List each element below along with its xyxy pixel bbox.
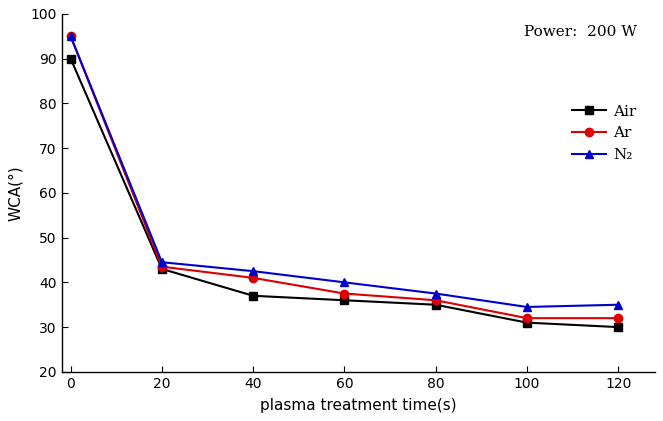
Air xyxy=(432,302,440,307)
Air xyxy=(158,266,166,272)
Line: Air: Air xyxy=(66,54,623,331)
Line: N₂: N₂ xyxy=(66,32,623,311)
Air xyxy=(67,56,75,61)
N₂ xyxy=(158,260,166,265)
Ar xyxy=(523,316,531,321)
Text: Power:  200 W: Power: 200 W xyxy=(524,24,637,39)
Air xyxy=(523,320,531,325)
Line: Ar: Ar xyxy=(66,32,623,322)
Ar xyxy=(614,316,622,321)
Legend: Air, Ar, N₂: Air, Ar, N₂ xyxy=(568,100,641,167)
Ar xyxy=(340,291,348,296)
X-axis label: plasma treatment time(s): plasma treatment time(s) xyxy=(260,398,456,413)
N₂ xyxy=(249,269,257,274)
N₂ xyxy=(523,304,531,309)
N₂ xyxy=(432,291,440,296)
Y-axis label: WCA(°): WCA(°) xyxy=(9,165,23,221)
Air xyxy=(340,298,348,303)
Ar xyxy=(67,34,75,39)
Air xyxy=(249,293,257,298)
Ar xyxy=(249,275,257,280)
Ar xyxy=(432,298,440,303)
Ar xyxy=(158,264,166,269)
N₂ xyxy=(614,302,622,307)
N₂ xyxy=(340,280,348,285)
N₂ xyxy=(67,34,75,39)
Air xyxy=(614,325,622,330)
